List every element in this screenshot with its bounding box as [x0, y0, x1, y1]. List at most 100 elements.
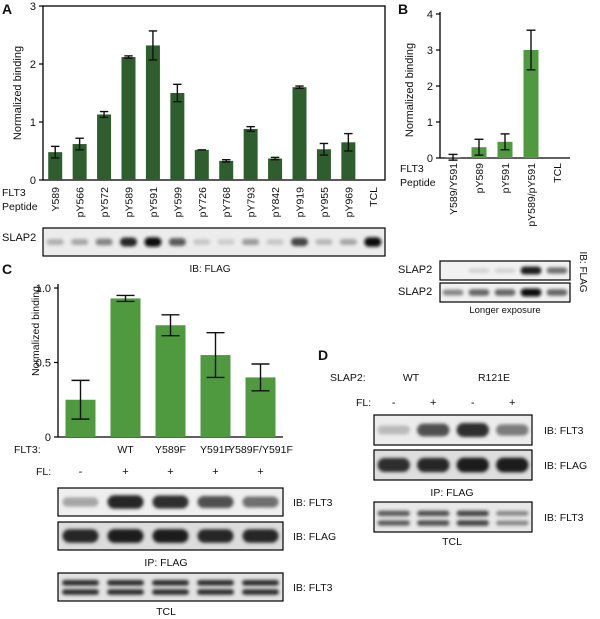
- panel-d-letter: D: [318, 347, 328, 363]
- panel-a-row-label-peptide: Peptide: [2, 201, 38, 213]
- panel-c-yaxis: 0 0.5 1.0: [36, 283, 58, 444]
- panel-a-error-bar: [270, 156, 280, 161]
- panel-b-blot-2-band: [520, 288, 542, 297]
- panel-a-category-label: pY572: [99, 187, 111, 218]
- panel-c-fl-signs: - + + + +: [79, 466, 264, 478]
- panel-c-fl-sign: +: [212, 466, 218, 478]
- panel-a-slap2-blot-band: [119, 237, 138, 247]
- panel-b-ylabel: Normalized binding: [404, 43, 416, 137]
- panel-a-error-bar: [173, 83, 182, 103]
- panel-a-slap2-blot-frame: [42, 227, 386, 257]
- panel-a-bar: [121, 57, 136, 180]
- panel-c-blot-1-band: [152, 495, 189, 509]
- panel-d-tcl-blot-band: [496, 520, 529, 526]
- panel-a-bar: [268, 158, 283, 180]
- panel-c-tcl-blot-caption: IB: FLT3: [293, 582, 333, 594]
- panel-a-error-bar: [344, 132, 353, 152]
- panel-a-category-label: pY955: [319, 187, 331, 218]
- panel-a-slap2-blot-band: [217, 239, 235, 245]
- panel-b-blot-2-band: [494, 289, 516, 296]
- panel-a-slap2-blot-band: [95, 238, 113, 246]
- panel-b-yaxis: 0 1 2 3 4: [427, 9, 440, 165]
- panel-a-category-label: pY591: [148, 187, 160, 218]
- panel-b-ytick-label: 4: [427, 9, 433, 21]
- panel-d-blot-caption: IB: FLAG: [544, 460, 587, 472]
- panel-c-category-label: Y589F: [155, 444, 186, 456]
- panel-c-error-bar: [71, 379, 90, 420]
- panel-a-bar: [243, 128, 258, 180]
- panel-b-blot-1: [439, 260, 571, 281]
- panel-c-tcl-blot: [57, 572, 284, 602]
- panel-a-category-label: pY842: [270, 187, 282, 218]
- panel-c-fl-label: FL:: [36, 466, 51, 478]
- panel-a-bar: [72, 144, 87, 180]
- panel-b-row-label-peptide: Peptide: [400, 177, 436, 189]
- panel-d-tcl-blot-frame: [373, 501, 533, 533]
- panel-d-fl-label: FL:: [356, 397, 371, 409]
- panel-a-error-bar: [51, 145, 60, 159]
- panel-d-blot-2-band: [417, 457, 450, 473]
- panel-c-tcl-blot-band: [242, 589, 279, 595]
- panel-d-blots: IB: FLT3 IB: FLAG IB: FLT3: [373, 414, 587, 533]
- panel-b-category-label: pY589: [474, 163, 486, 194]
- panel-b-bars: [445, 29, 539, 161]
- panel-b-ytick-label: 3: [427, 45, 433, 57]
- panel-a-bar: [97, 114, 112, 180]
- panel-c-blot-2-band: [197, 529, 234, 543]
- panel-a-slap2-blot-band: [242, 238, 260, 246]
- panel-d-fl-sign: +: [509, 397, 515, 409]
- panel-d-blot-caption: IB: FLT3: [544, 425, 584, 437]
- panel-a-category-label: pY793: [246, 187, 258, 218]
- panel-b-categories: Y589/Y591 pY589 pY591 pY589/pY591 TCL: [448, 163, 564, 227]
- panel-c-tcl-blot-band: [152, 580, 189, 586]
- panel-d-blot-1-band: [417, 423, 450, 437]
- panel-a-ytick-label: 2: [30, 59, 36, 71]
- panel-b-blot-1-band: [494, 268, 516, 273]
- panel-a-slap2-blot-band: [315, 239, 333, 245]
- panel-b-blot-1-band: [546, 267, 568, 274]
- panel-a-category-label: pY969: [343, 187, 355, 218]
- panel-c-blot-2-band: [107, 529, 144, 543]
- panel-d-blot-2: [373, 449, 533, 481]
- panel-a-slap2-blot-band: [144, 237, 162, 247]
- panel-c-error-bar: [116, 294, 135, 303]
- panel-a-error-bar: [222, 158, 231, 163]
- panel-c-error-bar: [251, 363, 270, 392]
- panel-a-blot-label: SLAP2: [2, 232, 36, 244]
- panel-d-group-r121e: R121E: [478, 372, 510, 384]
- panel-c-bar: [110, 298, 141, 437]
- panel-a-letter: A: [2, 1, 12, 17]
- panel-a-error-bar: [295, 85, 304, 90]
- panel-a-bar: [341, 142, 356, 180]
- panel-b-row-label-flt3: FLT3: [400, 163, 424, 175]
- panel-c-fl-sign: +: [257, 466, 263, 478]
- panel-c-tcl-label: TCL: [156, 606, 176, 618]
- panel-d-blot-1: [373, 414, 533, 446]
- panel-a-blot: [42, 227, 386, 257]
- panel-c-fl-sign: +: [167, 466, 173, 478]
- panel-a-category-label: pY599: [172, 187, 184, 218]
- panel-b-blots: SLAP2Shorter exposureSLAP2Longer exposur…: [398, 260, 571, 316]
- panel-c-blot-1-band: [242, 496, 279, 508]
- panel-b-category-label: pY589/pY591: [526, 163, 538, 227]
- panel-a-ytick-label: 0: [30, 175, 36, 187]
- panel-a-slap2-blot-band: [71, 238, 89, 246]
- panel-b-blot-2: [439, 282, 571, 303]
- panel-c-blot-2-band: [242, 529, 279, 543]
- panel-c-blot-caption: IB: FLT3: [293, 497, 333, 509]
- panel-c-tcl-blot-band: [197, 580, 234, 586]
- panel-a-slap2-blot-band: [364, 237, 382, 247]
- panel-a-yaxis: 0 1 2 3: [30, 1, 43, 187]
- panel-c-bar: [155, 325, 186, 437]
- panel-c-blots: IB: FLT3 IB: FLAG IB: FLT3: [57, 487, 336, 602]
- panel-a-category-label: pY726: [197, 187, 209, 218]
- panel-c-blot-1-band: [107, 495, 144, 509]
- panel-b-blot-label: SLAP2: [398, 286, 432, 298]
- panel-c-error-bar: [161, 314, 180, 337]
- panel-d-fl-sign: -: [392, 397, 396, 409]
- panel-b-blot-2-band: [546, 289, 568, 296]
- panel-c-blot-2-band: [152, 529, 189, 543]
- panel-a-slap2-blot-band: [46, 239, 64, 245]
